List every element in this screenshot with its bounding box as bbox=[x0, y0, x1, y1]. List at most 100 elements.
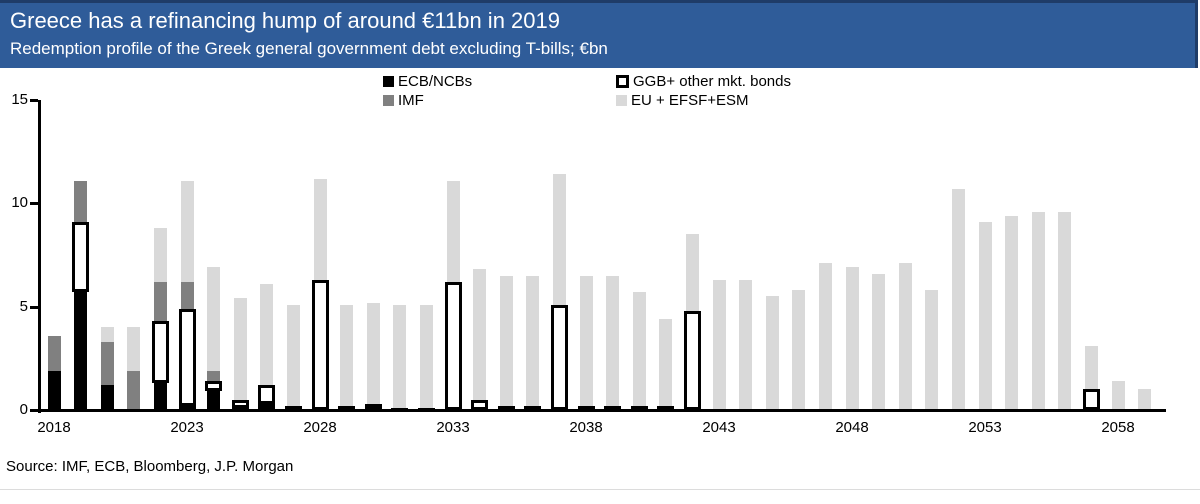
x-tick-label: 2033 bbox=[436, 419, 470, 436]
bar-segment-eu bbox=[606, 275, 620, 406]
legend-label: GGB+ other mkt. bonds bbox=[633, 73, 791, 90]
legend-swatch-eu-icon bbox=[616, 95, 627, 106]
legend-label: ECB/NCBs bbox=[398, 73, 473, 90]
y-tick bbox=[30, 305, 38, 309]
bar-segment-eu bbox=[419, 304, 433, 408]
x-tick-label: 2018 bbox=[37, 419, 71, 436]
bar-segment-eu bbox=[526, 275, 540, 406]
source-note: Source: IMF, ECB, Bloomberg, J.P. Morgan bbox=[6, 458, 294, 475]
bar-segment-eu bbox=[1111, 381, 1125, 410]
bar-segment-eu bbox=[872, 273, 886, 410]
x-tick-label: 2023 bbox=[170, 419, 204, 436]
bar-segment-ecb bbox=[577, 405, 595, 410]
bar-segment-eu bbox=[366, 302, 380, 404]
y-tick bbox=[30, 409, 38, 412]
legend-swatch-ecb-icon bbox=[383, 76, 394, 87]
bar-segment-ggb bbox=[205, 381, 223, 392]
bottom-divider bbox=[0, 489, 1200, 490]
bar-segment-eu bbox=[1058, 211, 1072, 410]
bar-segment-imf bbox=[74, 180, 88, 222]
x-tick-label: 2028 bbox=[303, 419, 337, 436]
bar-segment-imf bbox=[180, 281, 194, 309]
bar-segment-eu bbox=[712, 279, 726, 410]
bar-segment-eu bbox=[127, 327, 141, 371]
legend: ECB/NCBs IMF GGB+ other mkt. bonds EU + EFS… bbox=[383, 72, 791, 110]
chart-subtitle: Redemption profile of the Greek general … bbox=[10, 39, 608, 58]
bar-segment-imf bbox=[100, 341, 114, 386]
bar-segment-ecb bbox=[100, 385, 114, 410]
bar-segment-eu bbox=[1138, 389, 1152, 410]
bar-segment-ecb bbox=[391, 407, 409, 410]
legend-label: EU + EFSF+ESM bbox=[631, 92, 749, 109]
bar-segment-ggb bbox=[1082, 389, 1100, 410]
legend-item-eu: EU + EFSF+ESM bbox=[616, 91, 791, 110]
bar-segment-eu bbox=[446, 180, 460, 282]
bar-segment-ecb bbox=[207, 391, 221, 410]
y-tick-label: 10 bbox=[11, 194, 28, 212]
bar-segment-eu bbox=[100, 327, 114, 342]
bar-segment-ecb bbox=[153, 383, 167, 410]
bar-segment-eu bbox=[765, 296, 779, 410]
chart-title: Greece has a refinancing hump of around … bbox=[10, 8, 560, 33]
bar-segment-eu bbox=[1005, 215, 1019, 410]
bar-segment-ggb bbox=[72, 221, 90, 293]
bar-segment-eu bbox=[1084, 345, 1098, 390]
bar-segment-eu bbox=[659, 319, 673, 406]
bar-segment-ggb bbox=[444, 281, 462, 410]
x-tick-label: 2048 bbox=[835, 419, 869, 436]
x-tick-label: 2038 bbox=[569, 419, 603, 436]
y-tick bbox=[30, 99, 38, 102]
bar-segment-eu bbox=[845, 267, 859, 410]
bar-segment-ecb bbox=[178, 405, 196, 410]
legend-label: IMF bbox=[398, 92, 424, 109]
bar-segment-eu bbox=[978, 221, 992, 410]
bar-segment-imf bbox=[207, 370, 221, 382]
bar-segment-ggb bbox=[151, 321, 169, 384]
bar-segment-eu bbox=[1031, 211, 1045, 410]
legend-item-ggb: GGB+ other mkt. bonds bbox=[616, 72, 791, 91]
bar-segment-ggb bbox=[258, 385, 276, 404]
bar-segment-ecb bbox=[47, 370, 61, 410]
bar-segment-ggb bbox=[471, 399, 489, 410]
bar-segment-eu bbox=[313, 178, 327, 280]
bar-segment-eu bbox=[393, 304, 407, 408]
bar-segment-ecb bbox=[74, 292, 88, 410]
bar-segment-eu bbox=[180, 180, 194, 282]
bar-segment-ggb bbox=[178, 308, 196, 406]
bar-segment-ecb bbox=[231, 407, 249, 410]
bar-segment-ecb bbox=[338, 405, 356, 410]
bar-segment-eu bbox=[499, 275, 513, 406]
x-tick-label: 2043 bbox=[702, 419, 736, 436]
bar-segment-eu bbox=[685, 234, 699, 311]
bar-segment-eu bbox=[286, 304, 300, 406]
bar-segment-ggb bbox=[683, 310, 701, 410]
y-tick-label: 5 bbox=[19, 297, 28, 315]
bar-segment-ggb bbox=[550, 304, 568, 410]
bar-segment-eu bbox=[260, 283, 274, 386]
y-tick-label: 15 bbox=[11, 91, 28, 108]
bar-segment-imf bbox=[153, 281, 167, 322]
legend-swatch-ggb-icon bbox=[616, 75, 629, 88]
bar-segment-ecb bbox=[497, 405, 515, 410]
bar-segment-eu bbox=[207, 267, 221, 371]
x-axis-line bbox=[38, 409, 1166, 412]
bar-segment-eu bbox=[818, 263, 832, 410]
bar-segment-eu bbox=[579, 275, 593, 406]
bar-segment-ecb bbox=[284, 405, 302, 410]
legend-item-imf: IMF bbox=[383, 91, 616, 110]
bar-segment-ecb bbox=[258, 403, 276, 410]
bar-segment-imf bbox=[47, 335, 61, 371]
chart-header: Greece has a refinancing hump of around … bbox=[0, 0, 1198, 68]
legend-item-ecb: ECB/NCBs bbox=[383, 72, 616, 91]
bar-segment-eu bbox=[153, 228, 167, 282]
x-tick-label: 2058 bbox=[1101, 419, 1135, 436]
x-tick-label: 2053 bbox=[968, 419, 1002, 436]
bar-segment-eu bbox=[552, 174, 566, 305]
bar-segment-ecb bbox=[604, 405, 622, 410]
bar-segment-eu bbox=[951, 188, 965, 410]
bar-segment-ecb bbox=[630, 405, 648, 410]
bar-segment-eu bbox=[473, 269, 487, 400]
bar-segment-eu bbox=[233, 298, 247, 400]
bar-segment-ecb bbox=[417, 407, 435, 410]
